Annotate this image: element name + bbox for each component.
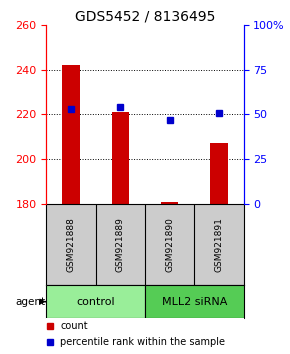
Text: GSM921889: GSM921889	[116, 217, 125, 272]
Text: GSM921891: GSM921891	[214, 217, 224, 272]
Bar	[145, 285, 244, 318]
Text: GSM921888: GSM921888	[66, 217, 76, 272]
Bar	[62, 65, 80, 204]
Text: GSM921890: GSM921890	[165, 217, 174, 272]
Text: count: count	[60, 321, 88, 331]
Text: percentile rank within the sample: percentile rank within the sample	[60, 337, 225, 347]
Bar	[161, 202, 178, 204]
Text: control: control	[76, 297, 115, 307]
Text: MLL2 siRNA: MLL2 siRNA	[162, 297, 227, 307]
Bar	[210, 143, 228, 204]
Title: GDS5452 / 8136495: GDS5452 / 8136495	[75, 10, 215, 24]
Bar	[112, 112, 129, 204]
Text: agent: agent	[15, 297, 46, 307]
Bar	[46, 285, 145, 318]
